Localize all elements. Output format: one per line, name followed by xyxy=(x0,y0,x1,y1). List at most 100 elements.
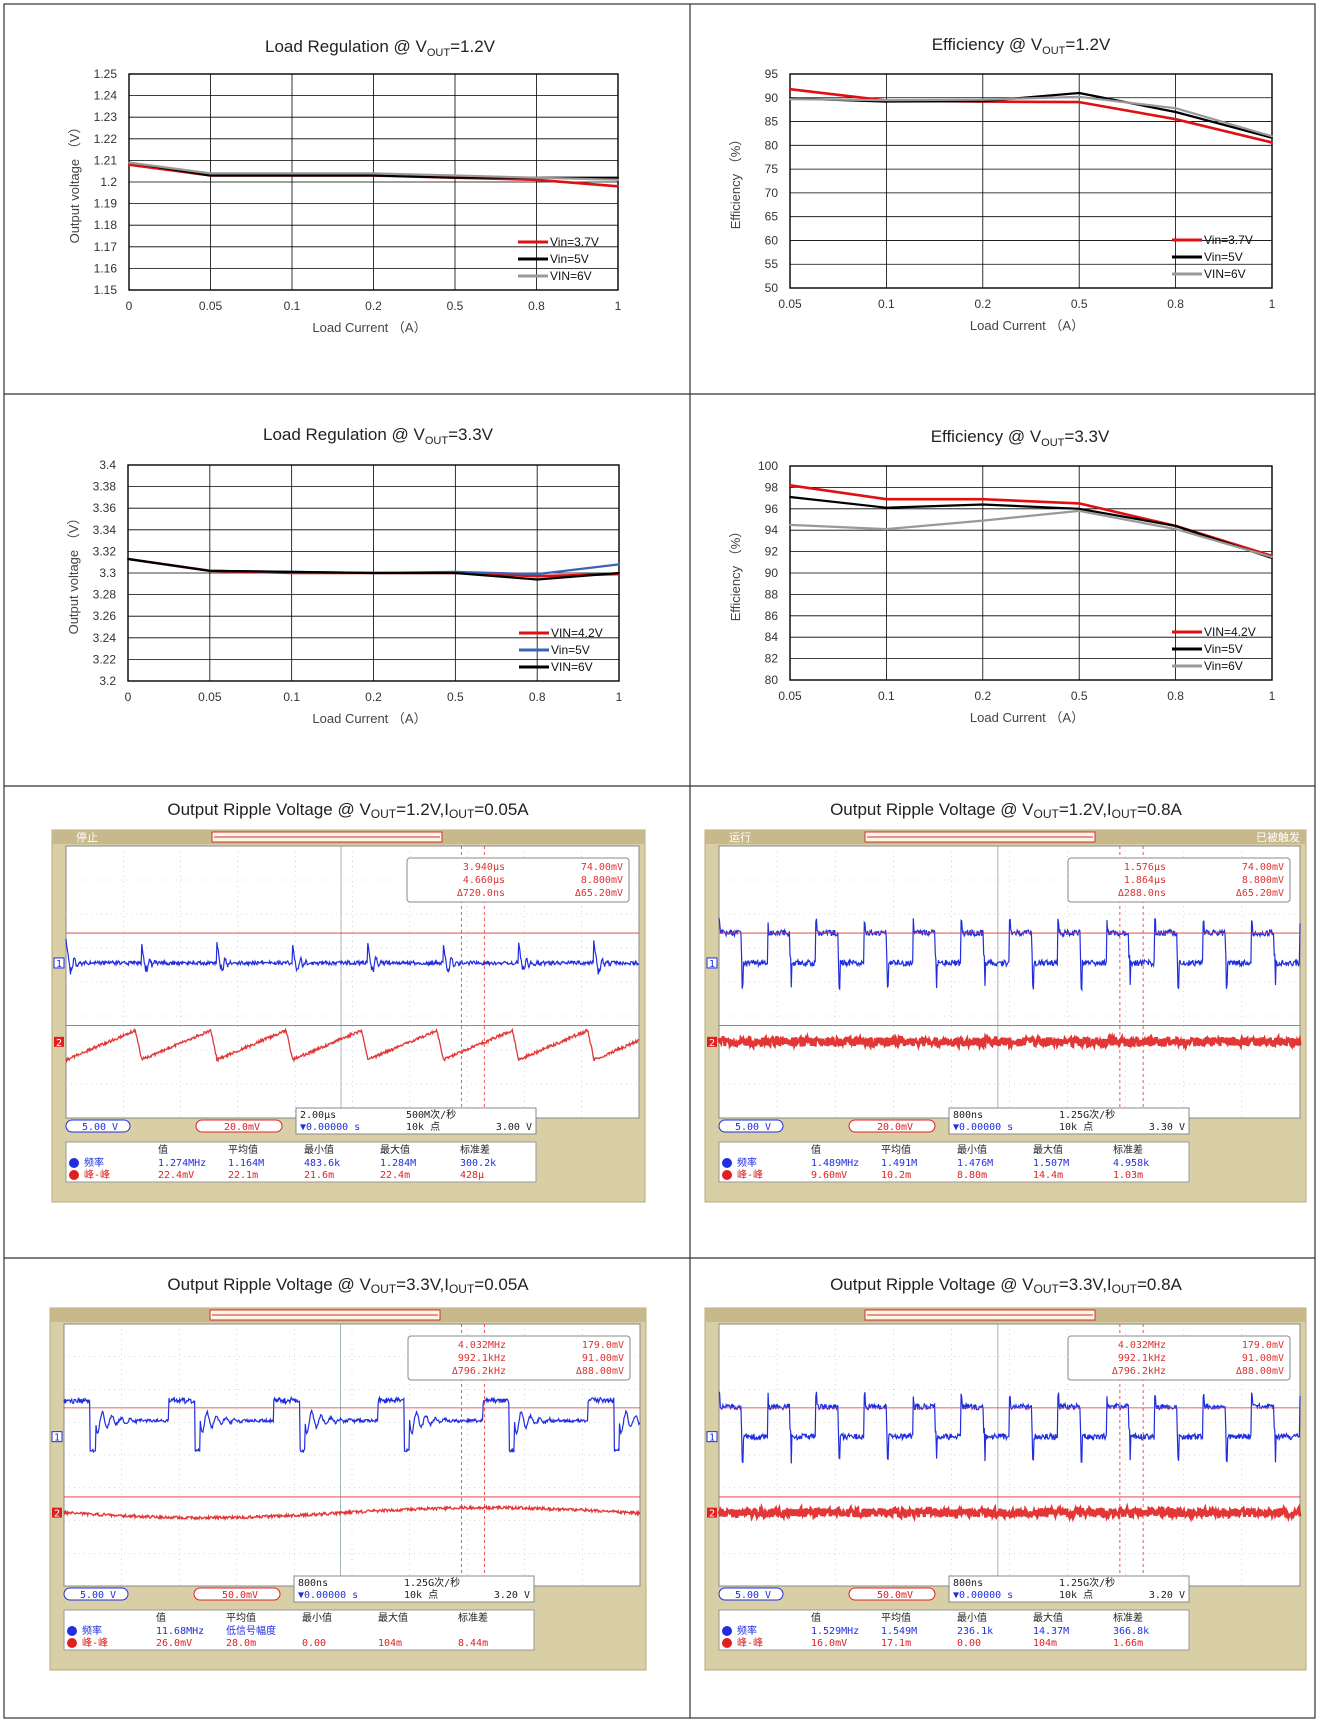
meas-ch1-value: 366.8k xyxy=(1113,1626,1149,1637)
timebase-box xyxy=(293,1575,535,1603)
meas-header: 最大值 xyxy=(380,1143,410,1156)
x-tick-label: 0.5 xyxy=(1071,689,1088,703)
cursor-a-time: 4.032MHz xyxy=(458,1340,506,1351)
x-tick-label: 1 xyxy=(1269,297,1276,311)
meas-ch2-value: 0.00 xyxy=(957,1638,981,1649)
x-tick-label: 0.5 xyxy=(447,690,464,704)
y-tick-label: 95 xyxy=(765,67,779,81)
data-point xyxy=(372,174,375,177)
data-point xyxy=(290,571,293,573)
trigger-level: 3.00 V xyxy=(496,1122,532,1133)
charts-layer: Load Regulation @ VOUT=1.2V1.251.241.231… xyxy=(66,35,1276,726)
y-tick-label: 100 xyxy=(758,459,778,473)
data-point xyxy=(789,98,791,101)
y-tick-label: 50 xyxy=(765,281,779,295)
meas-ch1-value: 483.6k xyxy=(304,1158,340,1169)
meas-ch1-dot xyxy=(722,1158,732,1168)
meas-ch2-dot xyxy=(722,1638,732,1648)
meas-header: 值 xyxy=(158,1143,168,1156)
x-tick-label: 0.5 xyxy=(1071,297,1088,311)
scope-title-main: Output Ripple Voltage @ V xyxy=(167,800,371,819)
timebase: 2.00μs xyxy=(300,1110,336,1121)
meas-ch2-value: 22.4mV xyxy=(158,1170,194,1181)
measurement-table xyxy=(63,1609,535,1651)
timebase: 800ns xyxy=(953,1578,983,1589)
y-tick-label: 1.25 xyxy=(94,67,118,81)
legend-label: VIN=6V xyxy=(550,269,592,283)
legend-label: Vin=5V xyxy=(551,643,590,657)
cursor-delta-volt: Δ88.00mV xyxy=(1236,1366,1284,1377)
y-axis-label: Efficiency （%） xyxy=(728,525,743,622)
time-offset: ▼0.00000 s xyxy=(953,1122,1013,1133)
meas-ch1-value: 1.274MHz xyxy=(158,1158,206,1169)
meas-ch2-value: 28.0m xyxy=(226,1638,256,1649)
meas-ch2-dot xyxy=(69,1170,79,1180)
y-tick-label: 90 xyxy=(765,91,779,105)
x-tick-label: 0.05 xyxy=(778,297,802,311)
plot-area xyxy=(789,73,1273,289)
y-tick-label: 3.26 xyxy=(93,609,117,623)
measurement-table xyxy=(718,1141,1190,1183)
x-tick-label: 1 xyxy=(616,690,623,704)
cursor-a-time: 1.576μs xyxy=(1124,862,1166,873)
y-tick-label: 70 xyxy=(765,186,779,200)
sample-rate: 1.25G次/秒 xyxy=(1059,1576,1115,1589)
ch1-marker xyxy=(51,1431,63,1443)
data-point xyxy=(789,523,791,526)
x-tick-label: 0.5 xyxy=(447,299,464,313)
meas-header: 最小值 xyxy=(302,1611,332,1624)
meas-ch1-value: 1.476M xyxy=(957,1158,993,1169)
ch1-scale-box xyxy=(718,1119,784,1133)
x-tick-label: 0.8 xyxy=(529,690,546,704)
data-point xyxy=(536,575,539,578)
scope-title-tail: =0.8A xyxy=(1137,1275,1183,1294)
chart-4: Efficiency @ VOUT=3.3V 100 98 96 94 92 90 88 86 8… xyxy=(728,427,1276,725)
data-point xyxy=(454,176,456,179)
y-tick-label: 80 xyxy=(765,673,779,687)
y-tick-label: 3.4 xyxy=(99,458,116,472)
chart-title-sub: OUT xyxy=(1041,437,1065,449)
scope-state: 停止 xyxy=(76,830,98,844)
meas-ch2-label: 峰-峰 xyxy=(737,1169,763,1181)
cursor-delta-time: Δ288.0ns xyxy=(1118,888,1166,899)
cursor-b-time: 992.1kHz xyxy=(1118,1353,1166,1364)
timebase: 800ns xyxy=(953,1110,983,1121)
x-tick-label: 0.2 xyxy=(974,689,991,703)
meas-header: 最大值 xyxy=(378,1611,408,1624)
meas-header: 值 xyxy=(811,1611,821,1624)
data-point xyxy=(1271,556,1273,558)
timebase-box xyxy=(948,1107,1190,1135)
y-tick-label: 85 xyxy=(765,115,779,129)
scope-title: Output Ripple Voltage @ VOUT=3.3V,IOUT=0… xyxy=(167,1275,529,1296)
meas-ch2-dot xyxy=(722,1170,732,1180)
x-tick-label: 0.8 xyxy=(528,299,545,313)
cursor-delta-volt: Δ88.00mV xyxy=(576,1366,624,1377)
data-point xyxy=(789,88,791,91)
x-tick-label: 0.1 xyxy=(283,690,300,704)
scope-title-sub: OUT xyxy=(371,1282,397,1296)
chart-title: Efficiency @ VOUT=1.2V xyxy=(932,35,1111,57)
sample-rate: 1.25G次/秒 xyxy=(1059,1108,1115,1121)
x-tick-label: 0.2 xyxy=(974,297,991,311)
cursor-delta-time: Δ796.2kHz xyxy=(452,1366,506,1377)
y-tick-label: 3.24 xyxy=(93,631,117,645)
y-tick-label: 96 xyxy=(765,502,779,516)
meas-ch2-value: 17.1m xyxy=(881,1638,911,1649)
cursor-delta-time: Δ720.0ns xyxy=(457,888,505,899)
meas-ch2-value: 21.6m xyxy=(304,1170,334,1181)
ch2-scale: 20.0mV xyxy=(877,1122,913,1133)
y-tick-label: 1.2 xyxy=(100,175,117,189)
sample-rate: 500M次/秒 xyxy=(406,1108,456,1121)
meas-ch2-value: 10.2m xyxy=(881,1170,911,1181)
ch2-marker xyxy=(707,1036,717,1047)
scope-title-mid: =3.3V,I xyxy=(1059,1275,1112,1294)
ch1-marker xyxy=(706,1431,718,1443)
data-point xyxy=(1078,507,1081,510)
record-length: 10k 点 xyxy=(1059,1121,1093,1133)
meas-ch1-value: 300.2k xyxy=(460,1158,496,1169)
cursor-b-volt: 8.800mV xyxy=(581,875,623,886)
data-point xyxy=(454,572,457,574)
cursor-delta-time: Δ796.2kHz xyxy=(1112,1366,1166,1377)
y-tick-label: 3.38 xyxy=(93,480,117,494)
